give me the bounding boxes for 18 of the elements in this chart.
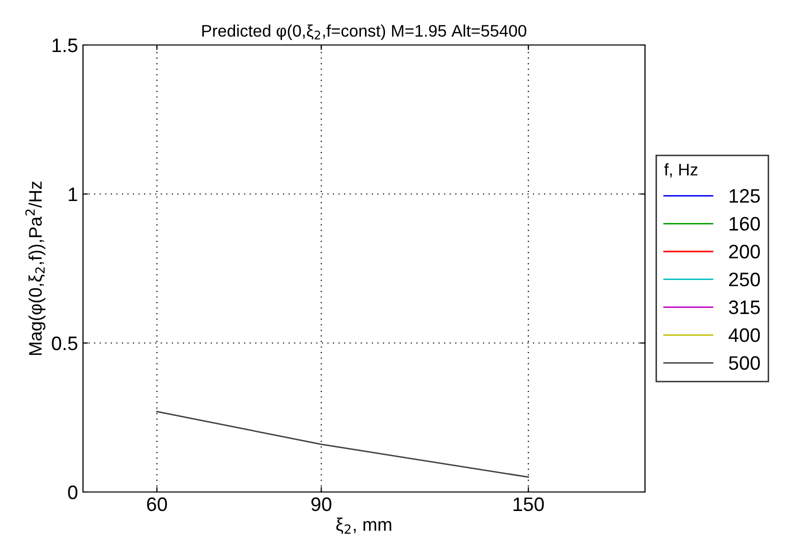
y-axis-title: Mag(φ(0,ξ$_{2}$,f)),Pa$^{2}$/Hz: [25, 182, 46, 355]
y-tick-label: 1.5: [52, 38, 78, 52]
legend-title: f, Hz: [664, 163, 698, 178]
y-tick-label: 0: [68, 485, 78, 500]
legend-label: 250: [729, 272, 760, 286]
legend-label: 125: [730, 189, 760, 203]
legend-label: 315: [728, 300, 760, 314]
x-tick-label: 60: [147, 497, 167, 512]
chart-title: Predicted φ(0,ξ$_{2}$,f=const) M=1.95 Alt=55400: [202, 24, 526, 40]
x-tick-label: 150: [514, 497, 544, 512]
legend-label: 400: [728, 328, 760, 342]
legend-label: 200: [729, 244, 760, 258]
x-axis-title: ξ$_{2}$, mm: [336, 518, 392, 534]
legend-label: 500: [728, 356, 760, 370]
x-tick-label: 90: [311, 497, 332, 512]
legend-label: 160: [730, 216, 760, 231]
y-tick-label: 1: [68, 188, 78, 202]
y-tick-label: 0.5: [52, 336, 78, 350]
